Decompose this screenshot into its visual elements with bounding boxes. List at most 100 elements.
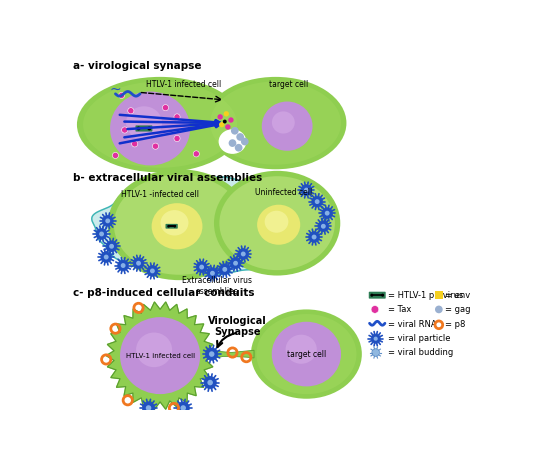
Ellipse shape <box>108 169 251 280</box>
Circle shape <box>241 252 245 256</box>
Circle shape <box>209 351 214 357</box>
Ellipse shape <box>272 112 295 134</box>
Circle shape <box>109 244 114 248</box>
Circle shape <box>381 294 384 297</box>
Text: c- p8-induced cellular conduits: c- p8-induced cellular conduits <box>73 288 255 298</box>
Circle shape <box>173 225 176 228</box>
Text: = HTLV-1 provirus: = HTLV-1 provirus <box>388 291 463 300</box>
Circle shape <box>233 261 238 266</box>
Circle shape <box>236 133 244 141</box>
Circle shape <box>217 114 223 119</box>
Circle shape <box>121 263 125 268</box>
Circle shape <box>136 261 141 266</box>
Circle shape <box>371 306 379 313</box>
Ellipse shape <box>257 205 300 245</box>
Circle shape <box>222 267 227 272</box>
Circle shape <box>231 127 238 135</box>
Text: HTLV-1 infected cell: HTLV-1 infected cell <box>125 353 194 359</box>
Text: b- extracellular viral assemblies: b- extracellular viral assemblies <box>73 173 262 183</box>
Circle shape <box>105 219 110 223</box>
Circle shape <box>174 114 180 120</box>
Ellipse shape <box>120 317 200 394</box>
Circle shape <box>150 268 155 273</box>
Circle shape <box>174 136 180 142</box>
Circle shape <box>137 127 141 130</box>
Circle shape <box>224 111 229 117</box>
Text: HTLV-1 infected cell: HTLV-1 infected cell <box>146 80 221 89</box>
Text: ~: ~ <box>109 82 121 96</box>
Circle shape <box>153 143 159 149</box>
Ellipse shape <box>126 106 162 140</box>
Text: = env: = env <box>445 291 470 300</box>
Text: target cell: target cell <box>287 349 326 359</box>
Bar <box>435 291 443 299</box>
Ellipse shape <box>286 335 317 364</box>
Ellipse shape <box>264 211 288 233</box>
Circle shape <box>147 266 158 276</box>
Ellipse shape <box>114 175 245 275</box>
Ellipse shape <box>77 77 243 172</box>
Text: Uninfected cell: Uninfected cell <box>255 188 312 197</box>
Circle shape <box>177 402 190 414</box>
Circle shape <box>162 105 168 111</box>
Ellipse shape <box>219 129 247 154</box>
Polygon shape <box>208 350 254 358</box>
Circle shape <box>118 260 129 271</box>
FancyBboxPatch shape <box>369 292 386 299</box>
Circle shape <box>104 254 109 260</box>
Text: = viral particle: = viral particle <box>388 334 451 343</box>
Ellipse shape <box>214 171 340 276</box>
Ellipse shape <box>251 309 362 399</box>
Circle shape <box>372 349 380 356</box>
Text: = Tax: = Tax <box>388 305 412 314</box>
Circle shape <box>204 377 216 389</box>
Circle shape <box>207 380 213 385</box>
Circle shape <box>312 235 317 239</box>
Ellipse shape <box>151 203 203 249</box>
Circle shape <box>99 231 104 236</box>
Text: target cell: target cell <box>269 80 308 89</box>
Text: Virological
Synapse: Virological Synapse <box>208 316 267 337</box>
Polygon shape <box>106 302 214 409</box>
Circle shape <box>312 196 323 207</box>
Circle shape <box>131 141 138 147</box>
Text: = p8: = p8 <box>445 320 465 329</box>
Circle shape <box>374 337 378 341</box>
Circle shape <box>122 127 128 133</box>
Ellipse shape <box>210 82 341 165</box>
Circle shape <box>210 271 215 276</box>
Text: a- virological synapse: a- virological synapse <box>73 61 201 71</box>
Circle shape <box>128 108 134 114</box>
Circle shape <box>304 188 309 193</box>
Text: Extracellular virus
assemblies: Extracellular virus assemblies <box>182 276 252 296</box>
Circle shape <box>167 225 170 228</box>
Circle shape <box>196 262 207 272</box>
Circle shape <box>223 119 226 124</box>
Circle shape <box>102 215 113 226</box>
Circle shape <box>219 122 224 127</box>
Ellipse shape <box>256 314 356 394</box>
FancyBboxPatch shape <box>135 125 153 131</box>
Circle shape <box>309 231 319 242</box>
Text: = viral RNA: = viral RNA <box>388 320 437 329</box>
Circle shape <box>315 199 320 204</box>
Circle shape <box>101 252 111 262</box>
Polygon shape <box>92 177 325 275</box>
Circle shape <box>228 117 233 123</box>
Circle shape <box>371 334 380 343</box>
Ellipse shape <box>219 176 335 270</box>
Circle shape <box>241 138 249 145</box>
Circle shape <box>318 221 329 231</box>
Circle shape <box>235 144 243 152</box>
Circle shape <box>322 208 332 219</box>
Circle shape <box>225 124 231 130</box>
Text: = viral budding: = viral budding <box>388 348 453 357</box>
Circle shape <box>142 402 155 414</box>
Circle shape <box>133 258 144 269</box>
Circle shape <box>230 258 241 269</box>
Circle shape <box>96 229 107 239</box>
Ellipse shape <box>205 77 346 169</box>
Ellipse shape <box>110 92 190 165</box>
Circle shape <box>219 264 230 275</box>
Circle shape <box>321 224 326 229</box>
